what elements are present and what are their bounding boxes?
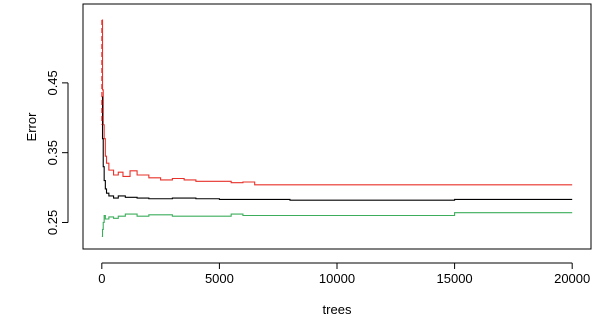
series-line-1 <box>101 19 573 186</box>
series-line-3 <box>101 212 573 237</box>
y-axis-label: Error <box>24 112 39 142</box>
y-tick-label: 0.45 <box>45 70 60 95</box>
series-layer <box>101 19 573 237</box>
x-axis: 0 5000 10000 15000 20000 <box>98 262 590 286</box>
series-line-2 <box>101 96 573 201</box>
x-tick-label: 10000 <box>319 271 355 286</box>
y-tick-label: 0.25 <box>45 210 60 235</box>
x-tick-label: 5000 <box>205 271 234 286</box>
x-tick-label: 15000 <box>437 271 473 286</box>
plot-box <box>82 3 592 250</box>
x-tick-label: 0 <box>98 271 105 286</box>
y-axis: 0.25 0.35 0.45 <box>45 70 69 235</box>
y-tick-label: 0.35 <box>45 140 60 165</box>
x-tick-label: 20000 <box>554 271 590 286</box>
x-axis-label: trees <box>323 302 352 317</box>
